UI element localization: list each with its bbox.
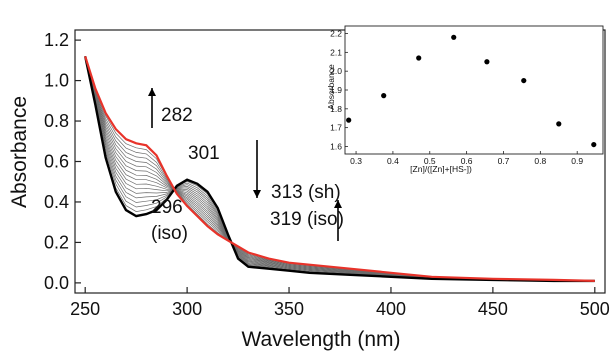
x-tick-label: 500 bbox=[580, 299, 610, 319]
inset-y-tick-label: 2.0 bbox=[330, 66, 342, 76]
increase-arrow-319 bbox=[334, 200, 342, 241]
inset-y-axis-title: Absorbance bbox=[326, 64, 336, 110]
increase-arrow-282 bbox=[148, 88, 156, 128]
inset-x-tick-label: 0.9 bbox=[571, 156, 583, 166]
main-plot-curves bbox=[84, 55, 595, 283]
inset-y-tick-label: 1.7 bbox=[330, 123, 342, 133]
y-axis-title: Absorbance bbox=[8, 96, 31, 208]
peak-label-301: 301 bbox=[188, 143, 220, 164]
inset-y-tick-label: 1.8 bbox=[330, 104, 342, 114]
x-tick-label: 250 bbox=[70, 299, 100, 319]
inset-x-axis-title: [Zn]/([Zn]+[HS-]) bbox=[410, 164, 472, 174]
isosbestic-label-296: 296 bbox=[151, 197, 183, 218]
peak-label-282: 282 bbox=[161, 105, 193, 126]
y-tick-label: 1.2 bbox=[44, 30, 69, 50]
inset-x-tick-label: 0.4 bbox=[387, 156, 399, 166]
inset-data-point bbox=[381, 93, 387, 99]
inset-y-tick-label: 2.1 bbox=[330, 47, 342, 57]
final-spectrum-line bbox=[84, 55, 595, 282]
y-tick-label: 0.2 bbox=[44, 232, 69, 252]
inset-frame bbox=[344, 25, 604, 155]
inset-x-tick-label: 0.6 bbox=[461, 156, 473, 166]
y-tick-label: 0.6 bbox=[44, 152, 69, 172]
inset-x-tick-label: 0.5 bbox=[424, 156, 436, 166]
x-tick-label: 450 bbox=[478, 299, 508, 319]
x-tick-label: 400 bbox=[376, 299, 406, 319]
inset-y-tick-label: 2.2 bbox=[330, 29, 342, 39]
decrease-arrow-301 bbox=[253, 140, 261, 198]
y-tick-label: 0.4 bbox=[44, 192, 69, 212]
inset-data-point bbox=[591, 141, 597, 148]
x-axis-title: Wavelength (nm) bbox=[241, 328, 400, 351]
x-tick-label: 300 bbox=[172, 299, 202, 319]
inset-data-point bbox=[484, 59, 490, 65]
isosbestic-label-319: 319 (iso) bbox=[270, 209, 344, 230]
inset-data-point bbox=[416, 55, 422, 61]
inset-y-tick-label: 1.9 bbox=[330, 85, 342, 95]
x-tick-label: 350 bbox=[274, 299, 304, 319]
inset-plot: 0.3 0.4 0.5 0.6 0.7 0.8 0.9 1.6 1.7 1.8 1.9 2.0 2.1 2… bbox=[330, 25, 604, 166]
initial-spectrum-line bbox=[84, 56, 595, 283]
inset-x-tick-label: 0.3 bbox=[350, 156, 362, 166]
inset-y-tick-label: 1.6 bbox=[330, 141, 342, 151]
inset-data-point bbox=[521, 77, 527, 84]
inset-data-point bbox=[556, 121, 562, 127]
y-tick-label: 0.0 bbox=[44, 273, 69, 293]
shoulder-label-313: 313 (sh) bbox=[271, 182, 341, 203]
inset-data-point bbox=[451, 34, 457, 40]
main-plot-axes: 250 300 350 400 450 500 0.0 0.2 0.4 0.6 0.8 1.0 1.2 bbox=[44, 29, 610, 319]
inset-data-point bbox=[346, 117, 352, 123]
y-tick-label: 1.0 bbox=[44, 71, 69, 91]
inset-x-tick-label: 0.7 bbox=[498, 156, 510, 166]
inset-x-tick-label: 0.8 bbox=[534, 156, 546, 166]
y-tick-label: 0.8 bbox=[44, 111, 69, 131]
isosbestic-label-iso: (iso) bbox=[151, 223, 188, 244]
main-plot-annotations: 282 301 313 (sh) 296 (iso) 319 (iso) bbox=[148, 88, 344, 244]
